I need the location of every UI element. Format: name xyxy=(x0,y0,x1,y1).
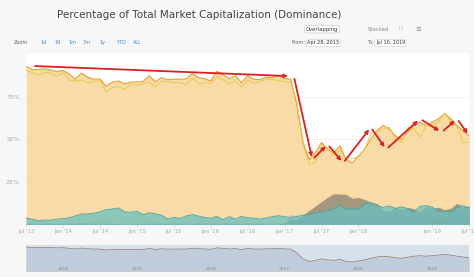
Text: Apr 28, 2013: Apr 28, 2013 xyxy=(307,40,339,45)
Text: Jul 10, 2019: Jul 10, 2019 xyxy=(376,40,405,45)
Text: 1y: 1y xyxy=(100,40,106,45)
Text: ALL: ALL xyxy=(133,40,142,45)
Text: 2019: 2019 xyxy=(427,267,438,271)
Text: 3m: 3m xyxy=(83,40,91,45)
Text: 2017: 2017 xyxy=(279,267,290,271)
Text: 7d: 7d xyxy=(55,40,61,45)
Text: To:: To: xyxy=(367,40,374,45)
Text: 1d: 1d xyxy=(40,40,46,45)
Text: Overlapping: Overlapping xyxy=(306,27,338,32)
Text: Stacked: Stacked xyxy=(367,27,389,32)
Text: 2014: 2014 xyxy=(57,267,69,271)
Text: 1m: 1m xyxy=(69,40,77,45)
Text: Percentage of Total Market Capitalization (Dominance): Percentage of Total Market Capitalizatio… xyxy=(57,10,341,20)
Text: YTD: YTD xyxy=(116,40,126,45)
Text: 2018: 2018 xyxy=(353,267,364,271)
Text: ∷: ∷ xyxy=(398,26,402,32)
Text: From:: From: xyxy=(292,40,305,45)
Text: 2015: 2015 xyxy=(131,267,142,271)
Text: Zoom: Zoom xyxy=(14,40,28,45)
Text: 2016: 2016 xyxy=(205,267,216,271)
Text: ≡: ≡ xyxy=(415,26,420,32)
